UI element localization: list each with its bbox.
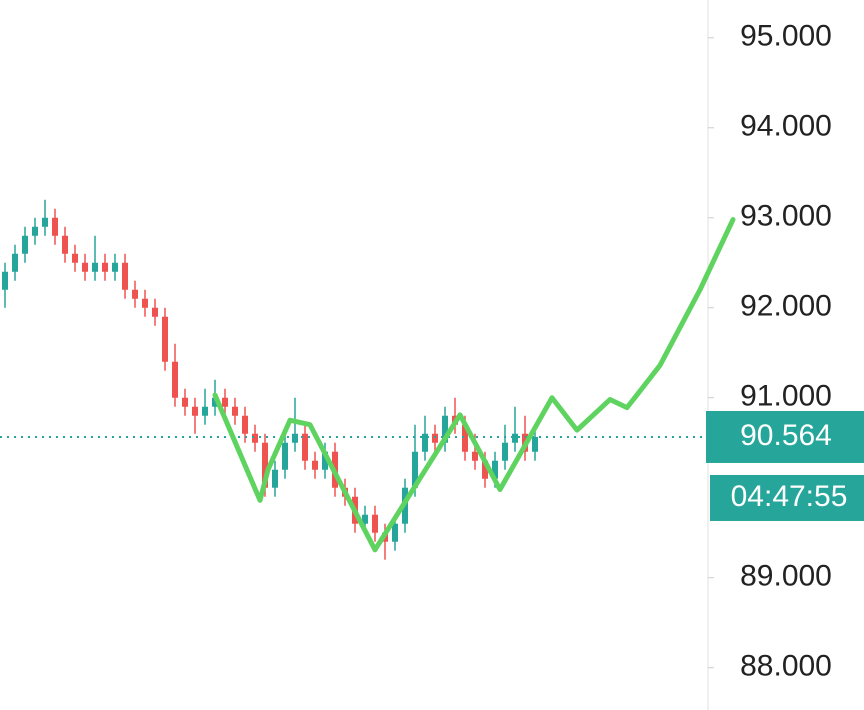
candle-body (2, 271, 8, 290)
candle-body (412, 451, 418, 488)
candle-body (472, 451, 478, 461)
countdown-box (710, 474, 864, 521)
candle-body (42, 217, 48, 227)
candle-body (32, 226, 38, 236)
candle-body (292, 433, 298, 443)
candle-body (192, 406, 198, 416)
candle-body (62, 235, 68, 254)
candle-body (222, 397, 228, 407)
candle-body (252, 433, 258, 443)
candle-body (272, 469, 278, 488)
candle-body (312, 460, 318, 470)
y-tick-label: 89.000 (740, 560, 832, 593)
price-label-box (706, 410, 864, 463)
candle-body (202, 406, 208, 416)
candle-body (372, 514, 378, 533)
candle-body (12, 253, 18, 272)
candle-body (152, 307, 158, 317)
candle-body (232, 406, 238, 416)
candle-body (212, 397, 218, 407)
y-tick-label: 93.000 (740, 200, 832, 233)
candle-body (182, 397, 188, 407)
y-tick-label: 95.000 (740, 20, 832, 53)
candle-body (122, 262, 128, 290)
candle-body (262, 442, 268, 488)
candle-body (302, 433, 308, 461)
candle-body (172, 361, 178, 398)
candle-body (72, 253, 78, 263)
y-tick-label: 88.000 (740, 650, 832, 683)
drawn-line (212, 217, 736, 553)
y-tick-label: 92.000 (740, 290, 832, 323)
candle-body (502, 442, 508, 461)
candle-body (102, 262, 108, 272)
candle-body (462, 424, 468, 452)
candle-body (142, 298, 148, 308)
candle-body (132, 289, 138, 299)
candle-body (392, 523, 398, 542)
candle-body (282, 442, 288, 470)
countdown: 04:47:55 (731, 480, 848, 513)
candle-body (112, 262, 118, 272)
candle-body (442, 415, 448, 443)
candle-body (492, 460, 498, 479)
candle-body (162, 316, 168, 362)
candle-body (322, 451, 328, 470)
y-tick-label: 91.000 (740, 380, 832, 413)
candle-body (22, 235, 28, 254)
candle-body (482, 460, 488, 479)
candle-body (52, 217, 58, 236)
y-tick-label: 94.000 (740, 110, 832, 143)
candle-body (432, 433, 438, 443)
candle-body (422, 433, 428, 452)
candle-body (512, 433, 518, 443)
candle-body (362, 514, 368, 524)
price-label: 90.564 (740, 419, 832, 452)
candle-body (532, 436, 538, 452)
candle-body (82, 262, 88, 272)
candle-body (92, 262, 98, 272)
candle-body (242, 415, 248, 434)
